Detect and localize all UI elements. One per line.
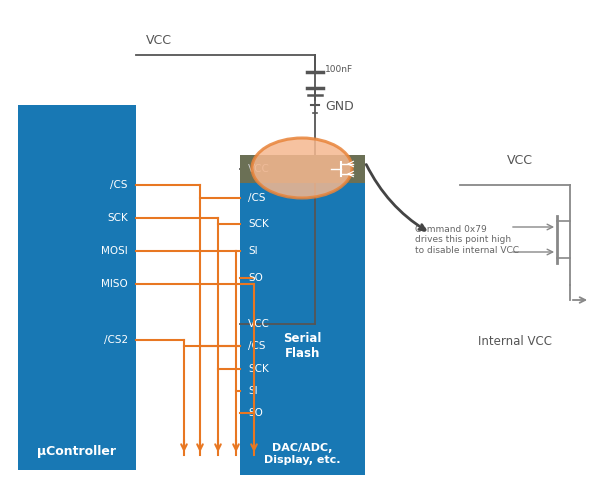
Bar (240, 310, 365, 475)
Bar (240, 155, 365, 183)
Text: GND: GND (325, 101, 354, 114)
Text: MOSI: MOSI (101, 246, 128, 256)
Text: VCC: VCC (146, 34, 172, 47)
Text: SCK: SCK (107, 213, 128, 223)
Text: μController: μController (37, 445, 116, 458)
Text: Serial
Flash: Serial Flash (283, 332, 322, 360)
Text: /CS: /CS (110, 180, 128, 190)
Text: SCK: SCK (248, 219, 269, 229)
Text: /CS: /CS (248, 341, 265, 351)
Bar (240, 155, 365, 370)
Text: Command 0x79
drives this point high
to disable internal VCC: Command 0x79 drives this point high to d… (415, 225, 519, 255)
Text: VCC: VCC (248, 164, 270, 174)
Text: SO: SO (248, 273, 263, 283)
Bar (18, 105, 136, 470)
Text: /CS: /CS (248, 193, 265, 203)
Text: Internal VCC: Internal VCC (478, 335, 552, 348)
Text: VCC: VCC (507, 154, 533, 167)
Ellipse shape (252, 138, 352, 198)
Text: /CS2: /CS2 (104, 335, 128, 345)
Text: SCK: SCK (248, 364, 269, 374)
Text: SO: SO (248, 408, 263, 418)
Text: VCC: VCC (248, 319, 270, 329)
Text: 100nF: 100nF (325, 65, 353, 74)
Text: DAC/ADC,
Display, etc.: DAC/ADC, Display, etc. (264, 443, 341, 465)
Text: SI: SI (248, 246, 257, 256)
Text: MISO: MISO (101, 279, 128, 289)
Text: SI: SI (248, 386, 257, 396)
